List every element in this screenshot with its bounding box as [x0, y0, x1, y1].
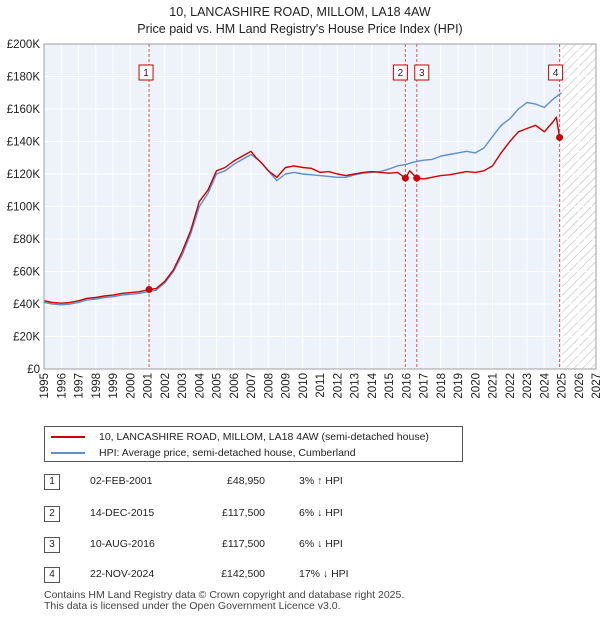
x-tick-label: 2001 [143, 373, 155, 399]
sale-date: 22-NOV-2024 [90, 568, 155, 580]
sale-hpi-diff: 6% ↓ HPI [299, 538, 343, 550]
x-tick-label: 2020 [470, 373, 482, 399]
x-tick-label: 2002 [160, 373, 172, 399]
sale-marker-label: 2 [398, 68, 404, 79]
x-tick-label: 1999 [108, 373, 120, 399]
x-tick-label: 2014 [367, 372, 379, 398]
x-tick-label: 2011 [315, 373, 327, 398]
x-tick-label: 2022 [505, 373, 517, 399]
x-tick-label: 1996 [56, 373, 68, 399]
x-tick-label: 2021 [488, 373, 500, 399]
legend-swatch-hpi [51, 452, 85, 454]
y-tick-label: £120K [7, 169, 41, 181]
sale-point [145, 285, 153, 293]
x-tick-label: 2010 [298, 373, 310, 399]
sale-price: £117,500 [221, 538, 265, 550]
legend-label-hpi: HPI: Average price, semi-detached house,… [99, 447, 356, 459]
sale-marker-box [548, 64, 564, 81]
sale-number: 1 [44, 474, 60, 490]
sale-marker-box [392, 64, 408, 81]
sale-point [401, 174, 409, 182]
x-tick-label: 2006 [229, 373, 241, 399]
x-tick-label: 1997 [74, 373, 86, 399]
x-tick-label: 2027 [591, 373, 600, 399]
series-line-property [43, 116, 561, 304]
x-tick-label: 2015 [384, 373, 396, 399]
x-tick-label: 2018 [436, 373, 448, 399]
plot-frame [43, 43, 597, 370]
sale-number: 4 [44, 567, 60, 583]
price-chart: 1 2 3 4 £0 £20K £40K £60K £80K £100K £120K £140K £16… [7, 39, 600, 399]
sale-row: 2 14-DEC-2015 £117,500 6% ↓ HPI [44, 506, 444, 522]
footer-licence: This data is licensed under the Open Gov… [44, 600, 341, 612]
sale-marker-label: 1 [143, 68, 149, 79]
sale-date: 02-FEB-2001 [90, 475, 153, 487]
y-tick-label: £160K [7, 104, 41, 116]
y-tick-label: £180K [7, 72, 41, 84]
sale-hpi-diff: 17% ↓ HPI [299, 568, 349, 580]
y-tick-label: £0 [27, 364, 40, 376]
x-tick-label: 2003 [177, 373, 189, 399]
sale-point [556, 133, 564, 141]
sale-price: £117,500 [221, 507, 265, 519]
sale-date: 14-DEC-2015 [90, 507, 155, 519]
x-tick-label: 2024 [539, 372, 551, 398]
footer-copyright: Contains HM Land Registry data © Crown c… [44, 589, 405, 601]
chart-title: 10, LANCASHIRE ROAD, MILLOM, LA18 4AW [169, 5, 431, 19]
sale-number: 3 [44, 537, 60, 553]
chart-subtitle: Price paid vs. HM Land Registry's House … [137, 22, 463, 36]
x-tick-label: 2017 [419, 373, 431, 399]
x-tick-label: 2013 [350, 373, 362, 399]
x-tick-label: 2016 [401, 373, 413, 399]
x-tick-label: 2000 [125, 373, 137, 399]
x-tick-label: 2009 [281, 373, 293, 399]
y-tick-label: £200K [7, 39, 41, 51]
sale-hpi-diff: 3% ↑ HPI [299, 475, 343, 487]
sale-price: £142,500 [221, 568, 265, 580]
series-line-hpi [43, 92, 562, 306]
x-tick-label: 1998 [91, 373, 103, 399]
sale-marker-label: 3 [419, 68, 425, 79]
sale-row: 4 22-NOV-2024 £142,500 17% ↓ HPI [44, 567, 444, 583]
sale-price: £48,950 [227, 475, 265, 487]
sale-marker-box [414, 64, 430, 81]
x-tick-label: 2026 [574, 373, 586, 399]
x-tick-label: 2019 [453, 373, 465, 399]
x-tick-label: 2012 [332, 373, 344, 399]
chart-title-block: 10, LANCASHIRE ROAD, MILLOM, LA18 4AW Pr… [0, 4, 600, 38]
x-tick-label: 2023 [522, 373, 534, 399]
y-tick-label: £140K [7, 137, 41, 149]
sale-point [413, 174, 421, 182]
legend: 10, LANCASHIRE ROAD, MILLOM, LA18 4AW (s… [44, 426, 463, 462]
sale-row: 1 02-FEB-2001 £48,950 3% ↑ HPI [44, 474, 444, 490]
y-tick-label: £40K [13, 299, 40, 311]
x-tick-label: 1995 [39, 373, 51, 399]
y-tick-label: £20K [13, 332, 40, 344]
x-tick-label: 2025 [557, 373, 569, 399]
x-tick-label: 2007 [246, 373, 258, 399]
sale-marker-box [138, 64, 154, 81]
legend-item-property: 10, LANCASHIRE ROAD, MILLOM, LA18 4AW (s… [51, 429, 429, 445]
sale-hpi-diff: 6% ↓ HPI [299, 507, 343, 519]
legend-item-hpi: HPI: Average price, semi-detached house,… [51, 445, 356, 461]
sale-number: 2 [44, 506, 60, 522]
y-tick-label: £80K [13, 234, 40, 246]
footer: Contains HM Land Registry data © Crown c… [44, 590, 404, 612]
sale-row: 3 10-AUG-2016 £117,500 6% ↓ HPI [44, 537, 444, 553]
legend-swatch-property [51, 436, 85, 438]
x-tick-label: 2004 [194, 372, 206, 398]
legend-label-property: 10, LANCASHIRE ROAD, MILLOM, LA18 4AW (s… [99, 431, 429, 443]
x-tick-label: 2005 [212, 373, 224, 399]
y-tick-label: £60K [13, 267, 40, 279]
sale-marker-label: 4 [553, 68, 559, 79]
y-tick-label: £100K [7, 202, 41, 214]
x-tick-label: 2008 [263, 373, 275, 399]
sale-date: 10-AUG-2016 [90, 538, 155, 550]
